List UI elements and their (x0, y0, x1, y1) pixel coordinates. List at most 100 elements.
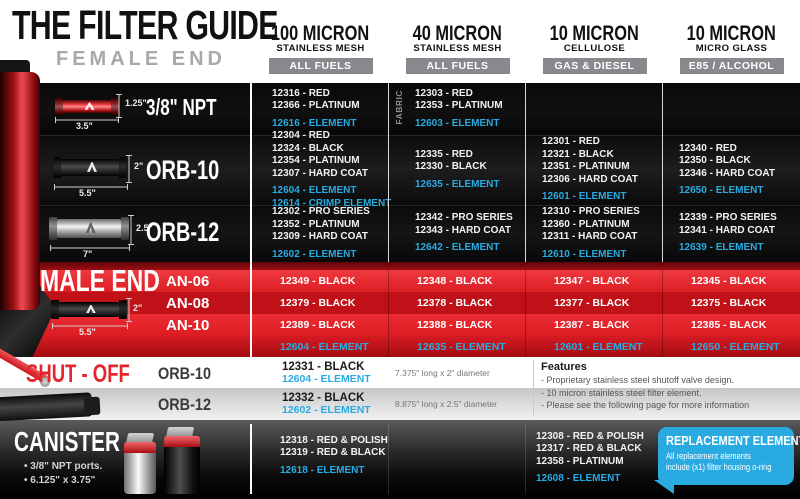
row-divider (0, 205, 800, 206)
length-dimension: 5.5" (79, 188, 96, 198)
port-label-an08: AN-08 (166, 295, 210, 312)
shutoff-label: SHUT - OFF (26, 360, 130, 388)
elements-list: 12618 - ELEMENT (280, 465, 394, 478)
canister-cap (124, 442, 156, 453)
part-number: 12309 - HARD COAT (272, 231, 368, 242)
red-top-band (0, 262, 800, 270)
part-number: 12378 - BLACK (417, 297, 493, 309)
element-number: 12614 - CRIMP ELEMENT (272, 197, 392, 209)
column-header-10-micron-microglass: 10 MICRON MICRO GLASS E85 / ALCOHOL (663, 23, 800, 74)
part-number: 12321 - BLACK (542, 148, 614, 160)
media-label: STAINLESS MESH (413, 43, 502, 54)
parts-list: 12316 - RED 12366 - PLATINUM (272, 88, 389, 113)
micron-label: 40 MICRON (412, 22, 503, 45)
part-number: 12330 - BLACK (415, 161, 487, 173)
element-number: 12604 - ELEMENT (272, 185, 357, 196)
aeromotive-logo (87, 162, 97, 172)
dimension-line (52, 323, 128, 329)
height-dimension: 2" (134, 161, 144, 171)
filter-cell: 12339 - PRO SERIES 12341 - HARD COAT 1263… (663, 205, 800, 262)
part-number: 12353 - PLATINUM (415, 100, 503, 112)
canister-body (164, 447, 200, 494)
feature-item: - Please see the following page for more… (541, 400, 750, 410)
callout-tail (654, 480, 674, 494)
part-number: 12348 - BLACK (417, 275, 493, 287)
canister-specs: • 3/8" NPT ports. • 6.125" x 3.75" (24, 460, 102, 488)
part-number: 12388 - BLACK (417, 319, 493, 331)
element-number: 12639 - ELEMENT (679, 242, 764, 254)
parts-list: 12301 - RED 12321 - BLACK 12351 - PLATINUM… (542, 136, 663, 186)
element-number: 12635 - ELEMENT (417, 340, 506, 353)
part-number: 12352 - PLATINUM (272, 218, 360, 230)
elements-list: 12616 - ELEMENT (272, 118, 389, 131)
length-dimension: 5.5" (79, 327, 96, 337)
part-number: 12360 - PLATINUM (542, 218, 630, 230)
elements-list: 12603 - ELEMENT (415, 118, 526, 131)
elements-list: 12642 - ELEMENT (415, 242, 526, 255)
part-number: 12351 - PLATINUM (542, 161, 630, 173)
part-number: 12343 - HARD COAT (415, 224, 511, 236)
part-number: 12379 - BLACK (280, 297, 356, 309)
spec-bullet: • 3/8" NPT ports. (24, 461, 103, 472)
dimension-line (50, 245, 130, 251)
media-label: CELLULOSE (563, 43, 626, 54)
callout-line: include (x1) filter housing o-ring (666, 462, 772, 472)
filter-cell: 12340 - RED 12350 - BLACK 12346 - HARD COA… (663, 135, 800, 205)
filter-cell: 12316 - RED 12366 - PLATINUM 12616 - ELEM… (252, 83, 389, 135)
male-end-section: MALE END AN-06 AN-08 AN-10 2" 5.5" 12349… (0, 262, 800, 357)
part-number: 12324 - BLACK (272, 142, 344, 154)
part-number: 12303 - RED (415, 87, 473, 99)
part-number: 12304 - RED (272, 130, 330, 141)
row-an06-bg (0, 270, 800, 292)
dimension-line (55, 117, 119, 123)
element-number: 12642 - ELEMENT (415, 242, 500, 254)
part-number: 12341 - HARD COAT (679, 224, 775, 236)
element-number: 12602 - ELEMENT (282, 404, 371, 416)
feature-item: - Proprietary stainless steel shutoff va… (541, 375, 734, 385)
part-number: 12318 - RED & POLISH (280, 434, 388, 446)
canister-body (124, 453, 156, 494)
micron-label: 10 MICRON (549, 22, 640, 45)
column-divider (525, 424, 526, 494)
part-number: 12332 - BLACK (282, 392, 365, 404)
column-divider (662, 83, 663, 262)
features-list: - Proprietary stainless steel shutoff va… (541, 374, 791, 412)
parts-list: 12308 - RED & POLISH 12317 - RED & BLACK 1… (536, 431, 668, 469)
media-label: MICRO GLASS (695, 43, 768, 54)
npt-filter-photo (55, 98, 119, 115)
element-number: 12602 - ELEMENT (272, 248, 357, 260)
spec-bullet: • 6.125" x 3.75" (24, 475, 96, 486)
port-label-orb12: ORB-12 (146, 217, 220, 247)
male-row-an06: 12349 - BLACK 12348 - BLACK 12347 - BLAC… (252, 270, 800, 292)
filter-end-cap (119, 156, 127, 179)
element-number: 12603 - ELEMENT (415, 117, 500, 129)
micron-label: 100 MICRON (271, 22, 370, 45)
part-number: 12342 - PRO SERIES (415, 212, 513, 224)
filter-end-cap (53, 156, 61, 179)
elements-list: 12601 - ELEMENT (542, 191, 663, 204)
column-divider (525, 270, 526, 357)
part-number: 12389 - BLACK (280, 319, 356, 331)
feature-item: - 10 micron stainless steel filter eleme… (541, 387, 702, 398)
part-number: 12358 - PLATINUM (536, 455, 624, 467)
fuel-badge: GAS & DIESEL (542, 58, 647, 74)
elements-list: 12608 - ELEMENT (536, 473, 668, 486)
parts-list: 12342 - PRO SERIES 12343 - HARD COAT (415, 212, 526, 237)
parts-list: 12340 - RED 12350 - BLACK 12346 - HARD COA… (679, 143, 800, 181)
height-dimension: 2.5" (136, 223, 153, 233)
row-divider (0, 135, 800, 136)
label-column-divider (250, 83, 252, 357)
length-dimension: 3.5" (76, 121, 93, 131)
media-label: STAINLESS MESH (276, 43, 365, 54)
filter-cell: 12332 - BLACK 12602 - ELEMENT (252, 388, 389, 420)
part-number: 12345 - BLACK (691, 275, 767, 287)
part-number: 12316 - RED (272, 87, 330, 99)
filter-end-cap (121, 216, 129, 241)
parts-list: 12335 - RED 12330 - BLACK (415, 149, 526, 174)
port-label-orb10: ORB-10 (146, 155, 220, 185)
parts-list: 12303 - RED 12353 - PLATINUM (415, 88, 526, 113)
filter-end-cap (55, 98, 63, 115)
element-number: 12604 - ELEMENT (280, 340, 369, 353)
elements-list: 12639 - ELEMENT (679, 242, 800, 255)
